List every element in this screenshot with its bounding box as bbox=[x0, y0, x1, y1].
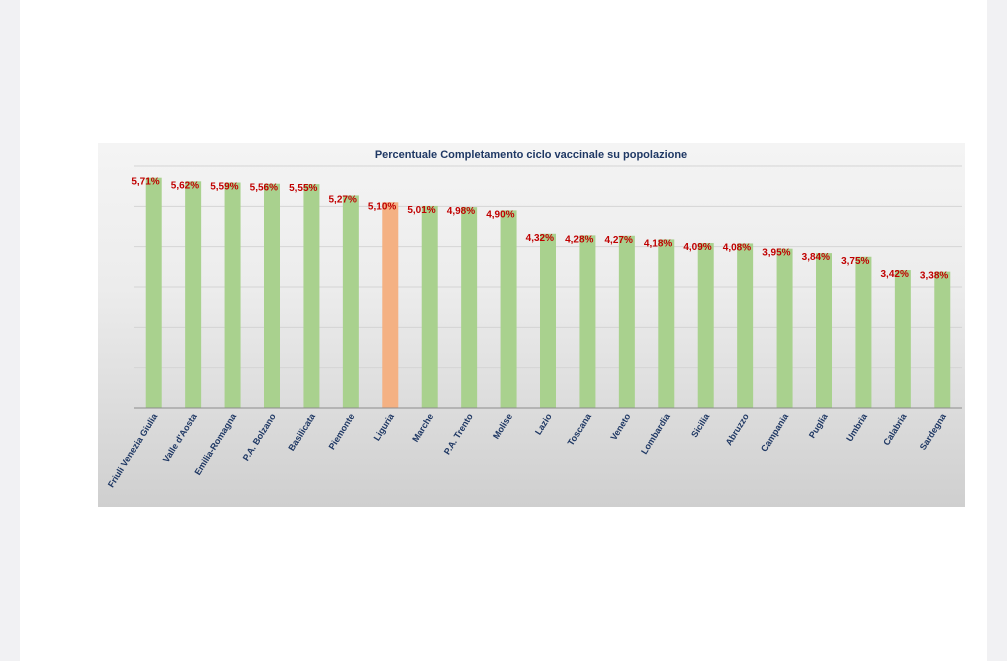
tick-label-lombardia: Lombardia bbox=[639, 411, 672, 456]
tick-label-sardegna: Sardegna bbox=[918, 411, 949, 452]
page-canvas: Percentuale Completamento ciclo vaccinal… bbox=[20, 0, 987, 661]
data-label-abruzzo: 4,08% bbox=[723, 242, 751, 253]
tick-label-abruzzo: Abruzzo bbox=[724, 411, 752, 447]
bar-lombardia bbox=[658, 239, 675, 408]
data-label-valle-d-aosta: 5,62% bbox=[171, 180, 199, 191]
bar-veneto bbox=[618, 235, 635, 408]
tick-label-liguria: Liguria bbox=[372, 411, 397, 443]
tick-label-friuli-venezia-giulia: Friuli Venezia Giulia bbox=[106, 411, 160, 489]
data-label-marche: 5,01% bbox=[407, 205, 435, 216]
bar-marche bbox=[421, 205, 438, 408]
tick-label-molise: Molise bbox=[491, 412, 514, 441]
bar-puglia bbox=[816, 253, 832, 408]
data-label-sardegna: 3,38% bbox=[920, 271, 948, 282]
bar-molise bbox=[500, 210, 517, 408]
bar-p-a-bolzano bbox=[264, 183, 280, 408]
bar-sardegna bbox=[934, 271, 951, 408]
data-label-piemonte: 5,27% bbox=[328, 194, 356, 205]
data-label-lombardia: 4,18% bbox=[644, 238, 672, 249]
data-label-molise: 4,90% bbox=[486, 209, 514, 220]
chart-svg: Percentuale Completamento ciclo vaccinal… bbox=[106, 149, 962, 489]
tick-label-toscana: Toscana bbox=[566, 411, 594, 448]
data-label-lazio: 4,32% bbox=[526, 233, 554, 244]
tick-label-sicilia: Sicilia bbox=[689, 411, 712, 439]
data-label-puglia: 3,84% bbox=[802, 252, 830, 263]
chart-title: Percentuale Completamento ciclo vaccinal… bbox=[375, 149, 687, 161]
tick-label-lazio: Lazio bbox=[533, 411, 554, 436]
tick-label-p-a-bolzano: P.A. Bolzano bbox=[241, 411, 278, 462]
tick-label-puglia: Puglia bbox=[807, 411, 830, 440]
data-label-emilia-romagna: 5,59% bbox=[210, 182, 238, 193]
data-label-umbria: 3,75% bbox=[841, 256, 869, 267]
tick-label-piemonte: Piemonte bbox=[327, 412, 357, 452]
bar-abruzzo bbox=[737, 243, 754, 408]
data-label-basilicata: 5,55% bbox=[289, 183, 317, 194]
bar-friuli-venezia-giulia bbox=[145, 177, 162, 408]
bar-chart: Percentuale Completamento ciclo vaccinal… bbox=[98, 143, 965, 507]
bar-toscana bbox=[579, 235, 596, 408]
tick-label-veneto: Veneto bbox=[608, 411, 632, 442]
bar-valle-d-aosta bbox=[185, 181, 202, 408]
data-label-veneto: 4,27% bbox=[604, 235, 632, 246]
data-label-p-a-bolzano: 5,56% bbox=[250, 183, 278, 194]
bar-emilia-romagna bbox=[224, 182, 241, 408]
tick-label-emilia-romagna: Emilia-Romagna bbox=[192, 411, 238, 477]
data-label-calabria: 3,42% bbox=[880, 269, 908, 280]
data-label-sicilia: 4,09% bbox=[683, 242, 711, 253]
tick-label-calabria: Calabria bbox=[881, 411, 909, 447]
bar-p-a-trento bbox=[461, 207, 478, 408]
bar-piemonte bbox=[342, 195, 359, 408]
tick-label-marche: Marche bbox=[410, 412, 435, 444]
data-label-liguria: 5,10% bbox=[368, 201, 396, 212]
data-labels: 5,71% 5,62% 5,59% 5,56% 5,55% 5,27% 5,10% 5,01%… bbox=[131, 177, 948, 282]
data-label-toscana: 4,28% bbox=[565, 234, 593, 245]
tick-label-basilicata: Basilicata bbox=[286, 411, 317, 453]
tick-label-campania: Campania bbox=[759, 411, 791, 454]
bar-umbria bbox=[855, 256, 872, 408]
bars bbox=[145, 177, 951, 408]
data-label-p-a-trento: 4,98% bbox=[447, 206, 475, 217]
bar-basilicata bbox=[303, 184, 320, 408]
data-label-campania: 3,95% bbox=[762, 248, 790, 259]
bar-sicilia bbox=[697, 243, 714, 408]
bar-calabria bbox=[894, 270, 911, 408]
data-label-friuli-venezia-giulia: 5,71% bbox=[131, 177, 159, 188]
bar-campania bbox=[776, 248, 793, 408]
tick-label-umbria: Umbria bbox=[844, 411, 869, 443]
tick-label-valle-d-aosta: Valle d'Aosta bbox=[161, 411, 200, 464]
tick-label-p-a-trento: P.A. Trento bbox=[442, 411, 475, 456]
bar-liguria bbox=[382, 202, 399, 408]
bar-lazio bbox=[540, 233, 556, 408]
x-tick-labels: Friuli Venezia Giulia Valle d'AostaEmilia… bbox=[106, 411, 949, 489]
